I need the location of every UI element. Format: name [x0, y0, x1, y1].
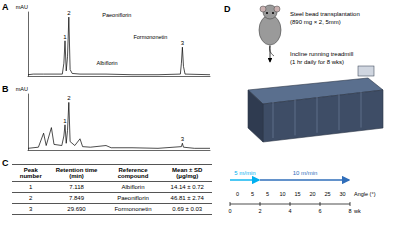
svg-text:(890 mg × 2, 5mm): (890 mg × 2, 5mm)	[290, 19, 341, 25]
html-text:Paeoniflorin: Paeoniflorin	[117, 195, 149, 201]
html-text:Reference compound: Reference compound	[117, 167, 149, 179]
html-text:B: B	[2, 84, 9, 94]
html-text:A: A	[2, 2, 9, 12]
svg-text:10 m/min: 10 m/min	[293, 170, 318, 176]
svg-text:mAU: mAU	[16, 4, 28, 10]
svg-text:5: 5	[251, 191, 254, 197]
svg-text:1: 1	[63, 118, 67, 124]
html-text:Albiflorin: Albiflorin	[121, 184, 145, 190]
html-text:14.14 ± 0.72: 14.14 ± 0.72	[170, 184, 204, 190]
svg-text:3: 3	[181, 40, 185, 46]
html-text:46.81 ± 2.74: 46.81 ± 2.74	[170, 195, 204, 201]
svg-text:Steel bead transplantation: Steel bead transplantation	[290, 11, 360, 17]
svg-text:Albiflorin: Albiflorin	[96, 60, 117, 66]
html-text:Peak number: Peak number	[19, 167, 42, 179]
svg-text:2: 2	[258, 208, 261, 214]
html-text:7.118: 7.118	[69, 184, 84, 190]
html-text:1: 1	[29, 184, 33, 190]
html-text:0.69 ± 0.03: 0.69 ± 0.03	[172, 206, 203, 212]
svg-text:30: 30	[339, 191, 345, 197]
svg-text:6: 6	[318, 208, 321, 214]
svg-text:Formononetin: Formononetin	[133, 34, 167, 40]
svg-text:Paeoniflorin: Paeoniflorin	[102, 12, 131, 18]
svg-text:25: 25	[324, 191, 330, 197]
svg-text:Incline running treadmill: Incline running treadmill	[290, 51, 353, 57]
svg-text:0: 0	[236, 191, 239, 197]
html-text:Retention time (min): Retention time (min)	[55, 167, 98, 179]
svg-text:5: 5	[266, 191, 269, 197]
html-text:C: C	[2, 158, 9, 168]
html-text:3: 3	[29, 206, 33, 212]
html-text:Formononetin: Formononetin	[114, 206, 152, 212]
html-text:7.849: 7.849	[69, 195, 84, 201]
svg-text:2: 2	[67, 10, 71, 16]
svg-text:10: 10	[279, 191, 285, 197]
svg-text:2: 2	[67, 95, 71, 101]
html-text:D: D	[224, 4, 231, 14]
svg-text:0: 0	[228, 208, 231, 214]
svg-text:wk: wk	[353, 208, 361, 214]
svg-text:1: 1	[63, 34, 67, 40]
svg-text:8: 8	[348, 208, 351, 214]
html-text:Mean ± SD (μg/mg): Mean ± SD (μg/mg)	[172, 167, 203, 179]
svg-text:3: 3	[181, 136, 185, 142]
svg-text:15: 15	[294, 191, 300, 197]
svg-text:4: 4	[288, 208, 291, 214]
html-text:29.690: 29.690	[67, 206, 86, 212]
svg-text:Angle (°): Angle (°)	[354, 191, 376, 197]
svg-text:mAU: mAU	[16, 86, 28, 92]
html-text:2: 2	[29, 195, 33, 201]
svg-text:5 m/min: 5 m/min	[234, 170, 255, 176]
svg-text:20: 20	[309, 191, 315, 197]
svg-text:(1 hr daily for 8 wks): (1 hr daily for 8 wks)	[290, 59, 344, 65]
